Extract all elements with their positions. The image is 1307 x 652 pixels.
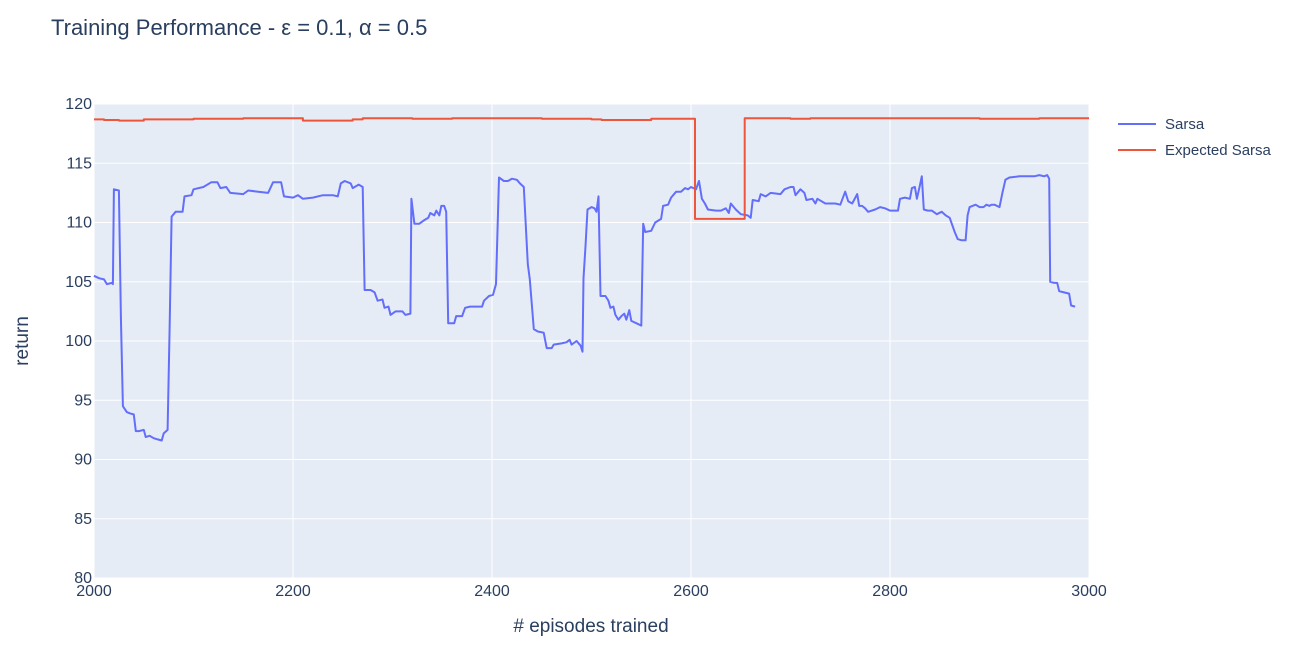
x-tick-label: 2800 <box>872 583 908 600</box>
y-axis-label: return <box>12 316 33 366</box>
legend-item-0[interactable]: Sarsa <box>1118 116 1205 133</box>
x-axis-label: # episodes trained <box>513 616 668 637</box>
legend-label: Expected Sarsa <box>1165 142 1272 159</box>
series-line-1 <box>94 117 1089 220</box>
y-tick-label: 105 <box>65 274 92 291</box>
legend-label: Sarsa <box>1165 116 1205 133</box>
chart-title: Training Performance - ε = 0.1, α = 0.5 <box>51 15 427 40</box>
x-axis-ticks: 2000 2200 2400 2600 2800 3000 <box>76 583 1107 600</box>
series-line-0 <box>93 174 1076 442</box>
y-tick-label: 95 <box>74 392 92 409</box>
y-tick-label: 115 <box>66 155 92 172</box>
series-layer <box>93 117 1089 442</box>
gridlines <box>93 103 1090 579</box>
y-axis-ticks: 80 85 90 95 100 105 110 115 120 <box>65 96 92 587</box>
y-tick-label: 100 <box>65 333 92 350</box>
y-tick-label: 85 <box>74 511 92 528</box>
legend[interactable]: Sarsa Expected Sarsa <box>1118 116 1272 159</box>
y-tick-label: 90 <box>74 452 92 469</box>
x-tick-label: 2600 <box>673 583 709 600</box>
legend-item-1[interactable]: Expected Sarsa <box>1118 142 1272 159</box>
y-tick-label: 110 <box>66 215 92 232</box>
x-tick-label: 3000 <box>1071 583 1107 600</box>
x-tick-label: 2000 <box>76 583 112 600</box>
x-tick-label: 2400 <box>474 583 510 600</box>
y-tick-label: 120 <box>65 96 92 113</box>
y-tick-label: 80 <box>74 570 92 587</box>
x-tick-label: 2200 <box>275 583 311 600</box>
